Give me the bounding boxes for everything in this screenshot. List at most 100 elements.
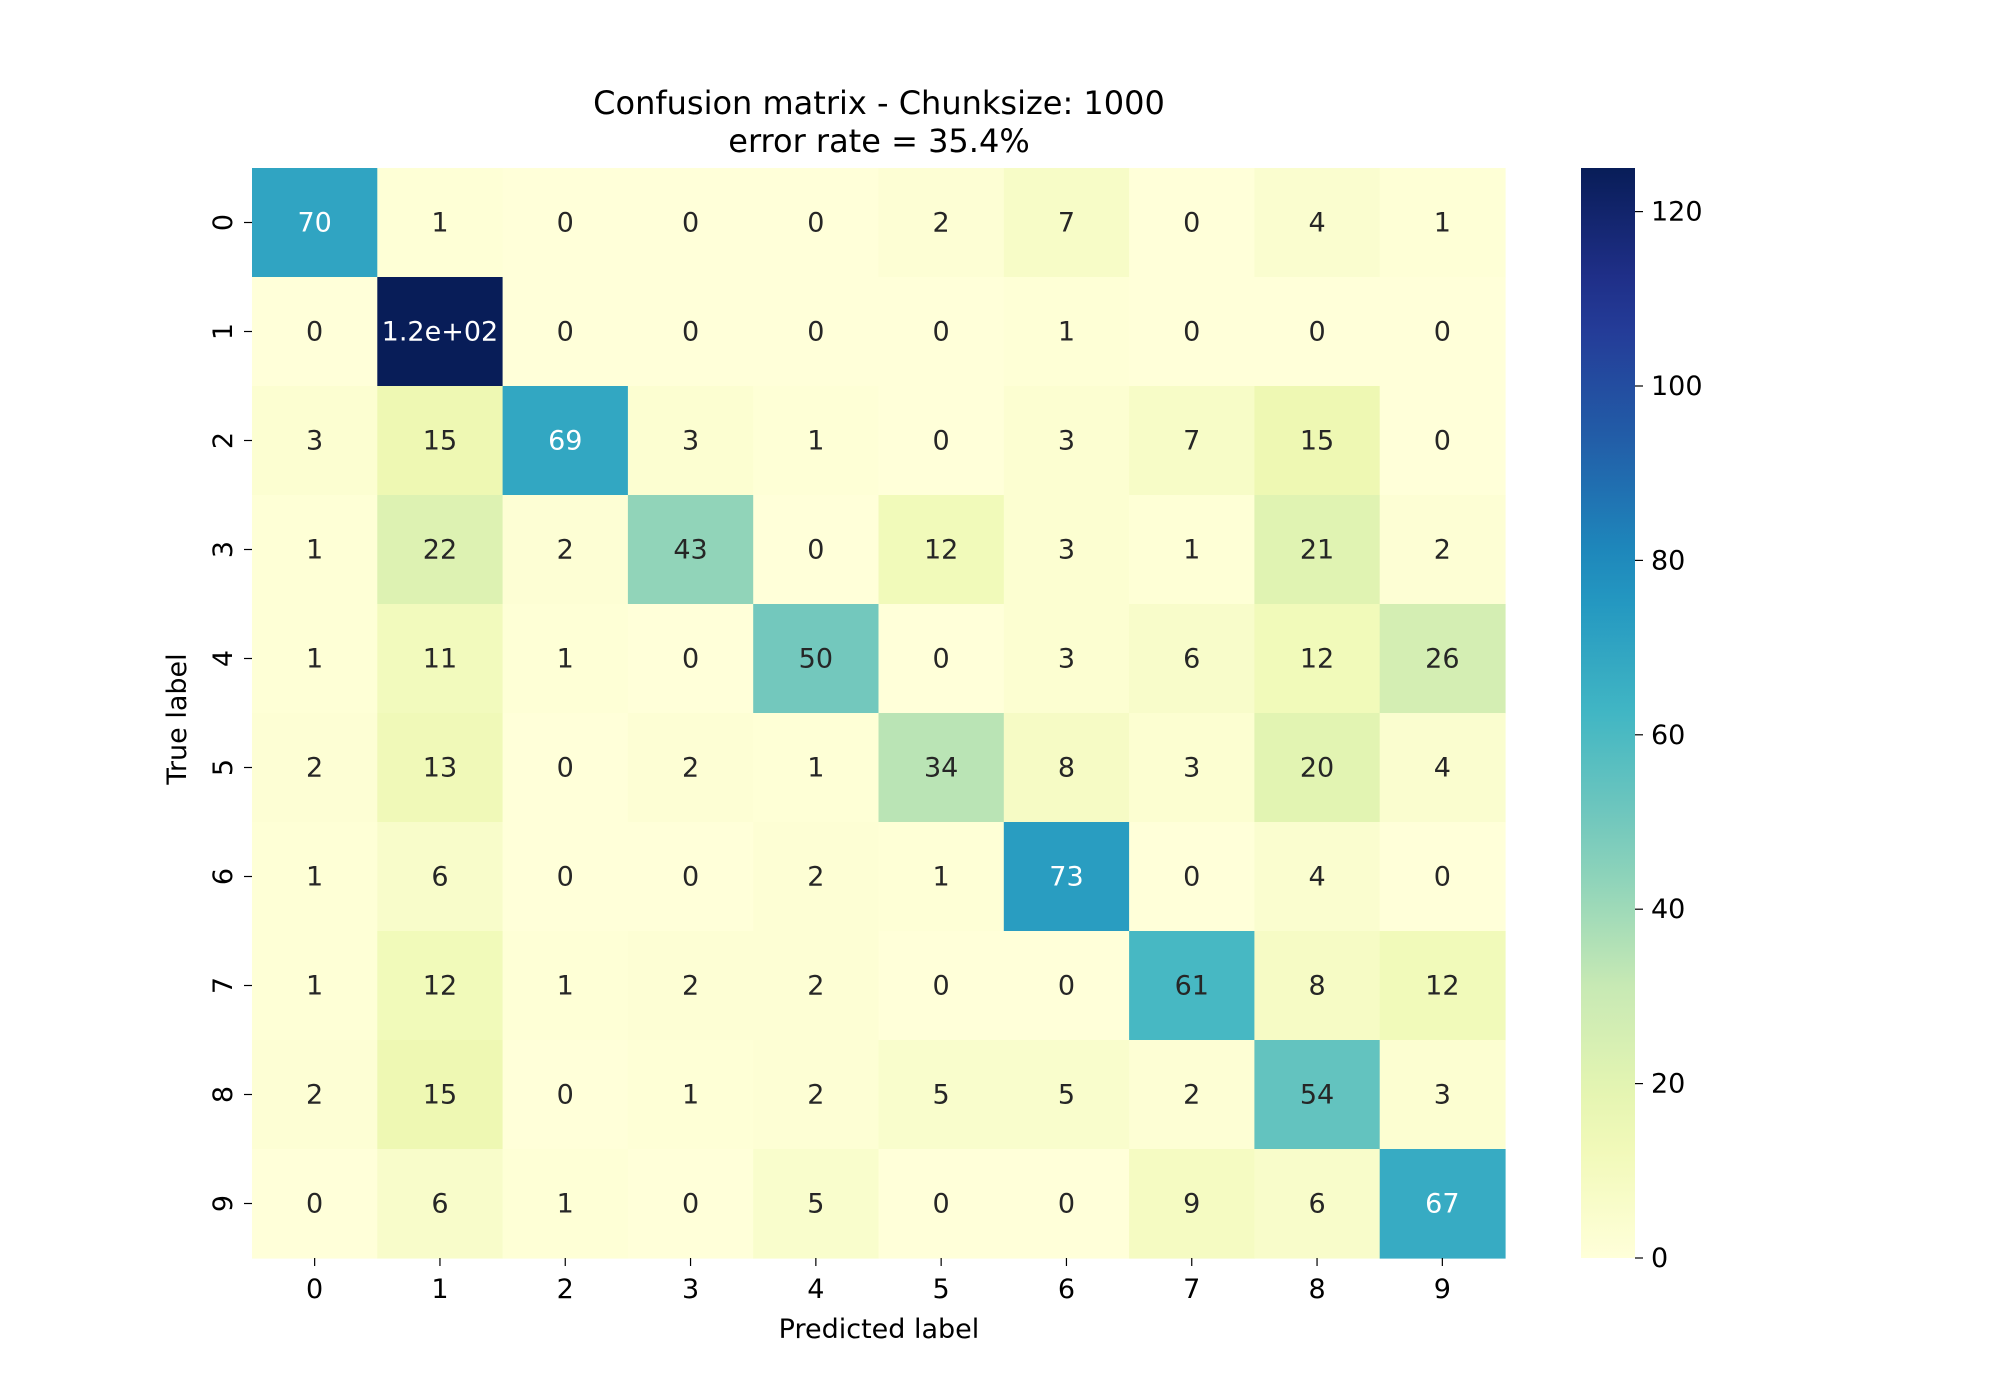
cell-0-5 xyxy=(878,168,1005,278)
y-tick-label-9: 9 xyxy=(208,1195,239,1212)
cell-label-5-8: 20 xyxy=(1300,753,1334,784)
cell-label-2-0: 3 xyxy=(306,426,323,457)
cell-label-7-0: 1 xyxy=(306,971,323,1002)
cell-label-4-7: 6 xyxy=(1183,644,1200,675)
x-tick-label-6: 6 xyxy=(1058,1274,1075,1305)
cell-1-2 xyxy=(502,277,629,387)
cell-label-0-0: 70 xyxy=(297,208,331,239)
cell-label-1-3: 0 xyxy=(682,317,699,348)
cell-label-8-7: 2 xyxy=(1183,1080,1200,1111)
cell-label-6-9: 0 xyxy=(1434,862,1451,893)
cell-6-9 xyxy=(1379,822,1506,932)
cell-label-6-7: 0 xyxy=(1183,862,1200,893)
cell-label-0-4: 0 xyxy=(807,208,824,239)
cell-1-1 xyxy=(377,277,504,387)
cell-label-1-7: 0 xyxy=(1183,317,1200,348)
cell-label-4-3: 0 xyxy=(682,644,699,675)
x-tick-label-0: 0 xyxy=(306,1274,323,1305)
cell-5-7 xyxy=(1129,713,1255,823)
cell-1-5 xyxy=(878,277,1005,387)
cell-8-7 xyxy=(1129,1040,1255,1150)
cell-label-5-0: 2 xyxy=(306,753,323,784)
cell-label-9-2: 1 xyxy=(557,1189,574,1220)
cell-label-7-7: 61 xyxy=(1175,971,1209,1002)
cell-9-0 xyxy=(252,1149,378,1259)
cell-8-9 xyxy=(1379,1040,1506,1150)
cell-4-6 xyxy=(1003,604,1130,714)
cell-1-4 xyxy=(753,277,880,387)
cell-label-3-5: 12 xyxy=(924,535,958,566)
cell-label-0-1: 1 xyxy=(431,208,448,239)
cell-3-8 xyxy=(1254,495,1381,605)
cell-label-8-2: 0 xyxy=(557,1080,574,1111)
cell-label-7-4: 2 xyxy=(807,971,824,1002)
cell-label-3-6: 3 xyxy=(1058,535,1075,566)
cell-3-0 xyxy=(252,495,378,605)
cell-label-8-8: 54 xyxy=(1300,1080,1334,1111)
cell-9-2 xyxy=(502,1149,629,1259)
cell-label-9-0: 0 xyxy=(306,1189,323,1220)
cell-label-1-2: 0 xyxy=(557,317,574,348)
colorbar-tick-label-0: 0 xyxy=(1651,1243,1668,1274)
cell-8-8 xyxy=(1254,1040,1381,1150)
cell-label-6-5: 1 xyxy=(933,862,950,893)
cell-4-5 xyxy=(878,604,1005,714)
cell-label-0-2: 0 xyxy=(557,208,574,239)
cell-label-3-3: 43 xyxy=(673,535,707,566)
cell-label-2-2: 69 xyxy=(548,426,582,457)
cell-label-5-1: 13 xyxy=(423,753,457,784)
cell-4-9 xyxy=(1379,604,1506,714)
cell-label-3-7: 1 xyxy=(1183,535,1200,566)
cell-9-5 xyxy=(878,1149,1005,1259)
cell-label-0-7: 0 xyxy=(1183,208,1200,239)
cell-6-0 xyxy=(252,822,378,932)
cell-6-6 xyxy=(1003,822,1130,932)
cell-label-9-4: 5 xyxy=(807,1189,824,1220)
cell-label-4-6: 3 xyxy=(1058,644,1075,675)
heatmap-cells: 70 1 0 0 0 2 7 0 4 10 1.2e+02 0 0 0 0 1 0 0 03 15 69 3 1 0 3 7 15 0… xyxy=(252,168,1506,1259)
cell-0-0 xyxy=(252,168,378,278)
cell-label-9-9: 67 xyxy=(1425,1189,1459,1220)
cell-4-8 xyxy=(1254,604,1381,714)
cell-8-2 xyxy=(502,1040,629,1150)
x-axis-ticks: 0 1 2 3 4 5 6 7 8 9 xyxy=(306,1258,1451,1305)
x-tick-label-5: 5 xyxy=(933,1274,950,1305)
cell-label-2-3: 3 xyxy=(682,426,699,457)
cell-9-6 xyxy=(1003,1149,1130,1259)
cell-label-7-1: 12 xyxy=(423,971,457,1002)
cell-label-7-8: 8 xyxy=(1308,971,1325,1002)
cell-5-0 xyxy=(252,713,378,823)
cell-label-6-8: 4 xyxy=(1308,862,1325,893)
cell-label-1-4: 0 xyxy=(807,317,824,348)
cell-1-6 xyxy=(1003,277,1130,387)
cell-1-7 xyxy=(1129,277,1255,387)
cell-label-5-2: 0 xyxy=(557,753,574,784)
cell-label-3-4: 0 xyxy=(807,535,824,566)
cell-2-2 xyxy=(502,386,629,496)
cell-label-1-9: 0 xyxy=(1434,317,1451,348)
cell-3-6 xyxy=(1003,495,1130,605)
colorbar-tick-label-4: 80 xyxy=(1651,545,1685,576)
cell-6-1 xyxy=(377,822,504,932)
cell-0-8 xyxy=(1254,168,1381,278)
colorbar-tick-label-3: 60 xyxy=(1651,720,1685,751)
colorbar-tick-label-2: 40 xyxy=(1651,894,1685,925)
cell-label-8-1: 15 xyxy=(423,1080,457,1111)
y-tick-label-2: 2 xyxy=(208,432,239,449)
cell-8-5 xyxy=(878,1040,1005,1150)
y-tick-label-5: 5 xyxy=(208,759,239,776)
cell-label-3-1: 22 xyxy=(423,535,457,566)
cell-label-8-3: 1 xyxy=(682,1080,699,1111)
cell-3-1 xyxy=(377,495,504,605)
cell-0-2 xyxy=(502,168,629,278)
y-axis-label: True label xyxy=(162,653,193,785)
cell-label-6-0: 1 xyxy=(306,862,323,893)
cell-5-4 xyxy=(753,713,880,823)
y-tick-label-1: 1 xyxy=(208,323,239,340)
cell-5-8 xyxy=(1254,713,1381,823)
cell-7-5 xyxy=(878,931,1005,1041)
cell-label-3-0: 1 xyxy=(306,535,323,566)
cell-3-4 xyxy=(753,495,880,605)
cell-label-1-8: 0 xyxy=(1308,317,1325,348)
cell-label-8-6: 5 xyxy=(1058,1080,1075,1111)
